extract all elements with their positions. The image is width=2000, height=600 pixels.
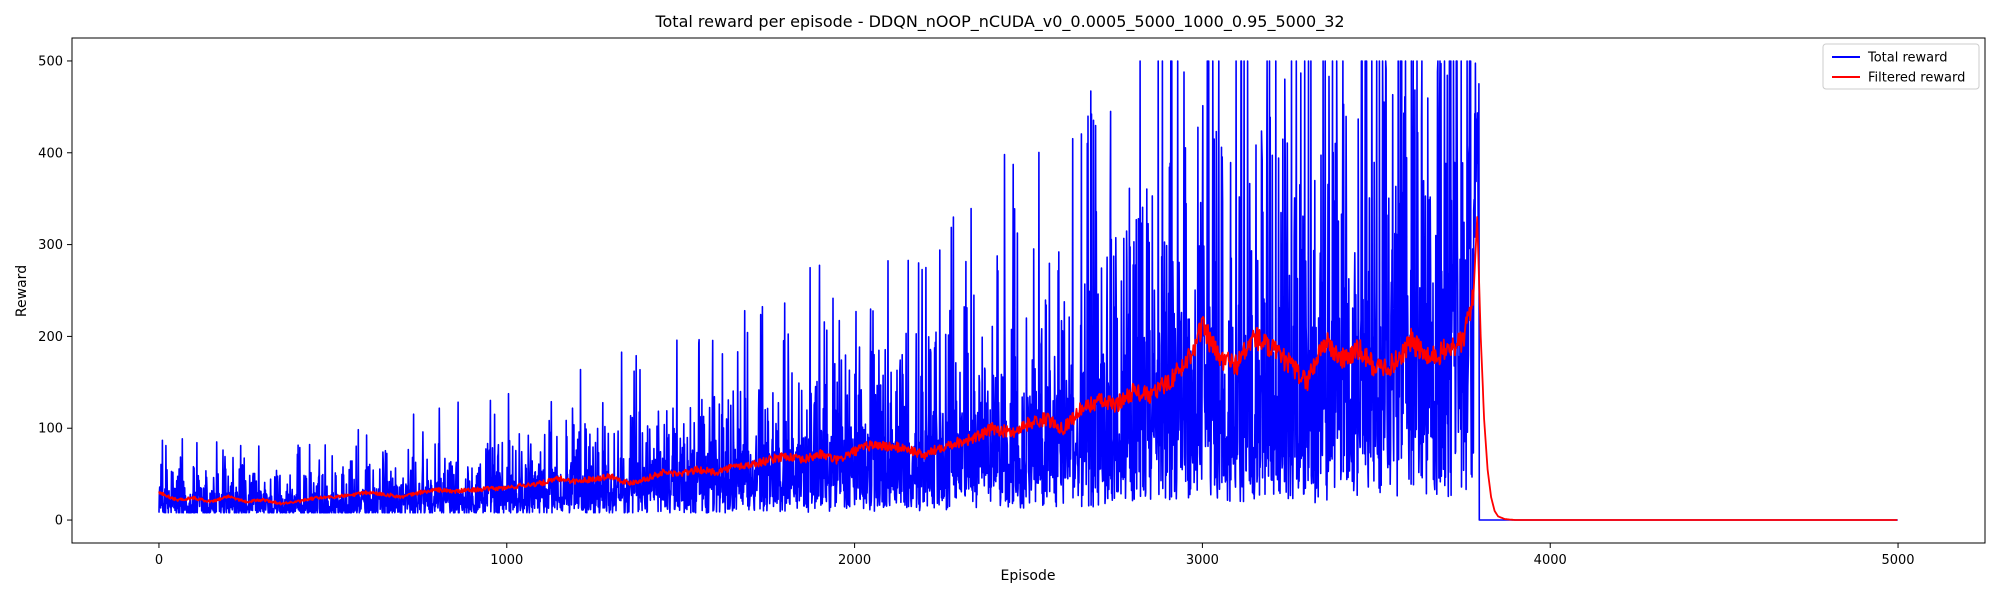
y-tick-label: 400 bbox=[38, 146, 63, 161]
x-tick-label: 3000 bbox=[1186, 553, 1219, 568]
y-axis-label: Reward bbox=[14, 265, 30, 317]
x-tick-label: 4000 bbox=[1534, 553, 1567, 568]
y-axis: 0 100 200 300 400 500 bbox=[38, 54, 72, 529]
legend-label: Total reward bbox=[1867, 51, 1948, 66]
y-tick-label: 200 bbox=[38, 330, 63, 345]
legend-box bbox=[1822, 43, 1980, 90]
filtered-reward-line bbox=[158, 216, 1898, 521]
x-tick-label: 5000 bbox=[1881, 553, 1914, 568]
x-tick-label: 0 bbox=[155, 553, 163, 568]
legend-label: Filtered reward bbox=[1868, 71, 1965, 86]
y-tick-label: 100 bbox=[38, 422, 63, 437]
y-tick-label: 500 bbox=[38, 54, 63, 69]
x-tick-label: 2000 bbox=[838, 553, 871, 568]
plot-frame bbox=[71, 37, 1986, 544]
x-axis: 0 1000 2000 3000 4000 5000 bbox=[155, 543, 1915, 568]
chart-title: Total reward per episode - DDQN_nOOP_nCU… bbox=[654, 12, 1344, 32]
legend: Total reward Filtered reward bbox=[1822, 43, 1980, 90]
y-tick-label: 300 bbox=[38, 238, 63, 253]
x-tick-label: 1000 bbox=[490, 553, 523, 568]
x-axis-label: Episode bbox=[1001, 568, 1056, 584]
y-tick-label: 0 bbox=[55, 514, 63, 529]
plot-area bbox=[71, 37, 1986, 544]
series-layer bbox=[158, 60, 1899, 521]
